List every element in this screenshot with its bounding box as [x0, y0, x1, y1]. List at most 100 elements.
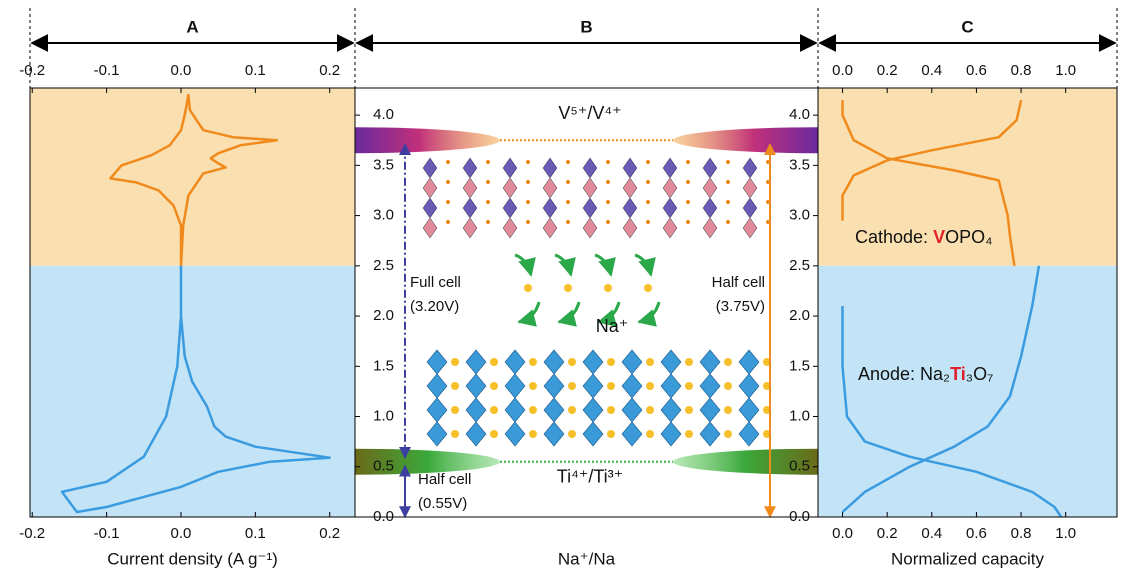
ion [524, 284, 532, 292]
x-tick-label: -0.2 [19, 525, 45, 542]
crystal-atom [566, 180, 570, 184]
anode-label-part: Ti [950, 364, 966, 384]
crystal-cathode [583, 178, 597, 198]
y-tick-label: 0.0 [373, 508, 394, 525]
crystal-atom [568, 358, 576, 366]
crystal-atom [490, 358, 498, 366]
crystal-atom [686, 200, 690, 204]
crystal-cathode [543, 198, 557, 218]
crystal-cathode [703, 198, 717, 218]
crystal-anode [466, 350, 486, 374]
ion [644, 284, 652, 292]
crystal-cathode [743, 178, 757, 198]
crystal-atom [724, 406, 732, 414]
x-tick-label: 0.0 [171, 525, 192, 542]
x-tick-label-top: 0.0 [171, 62, 192, 79]
crystal-cathode [543, 218, 557, 238]
crystal-atom [646, 200, 650, 204]
crystal-anode [544, 422, 564, 446]
crystal-atom [446, 220, 450, 224]
crystal-atom [646, 358, 654, 366]
crystal-cathode [623, 158, 637, 178]
crystal-atom [726, 200, 730, 204]
crystal-cathode [463, 198, 477, 218]
crystal-atom [529, 430, 537, 438]
crystal-atom [568, 406, 576, 414]
level-label: Ti⁴⁺/Ti³⁺ [557, 466, 623, 486]
crystal-atom [566, 200, 570, 204]
crystal-atom [451, 358, 459, 366]
crystal-anode [466, 422, 486, 446]
crystal-atom [490, 430, 498, 438]
crystal-atom [486, 160, 490, 164]
crystal-cathode [703, 218, 717, 238]
crystal-atom [451, 382, 459, 390]
y-tick-label: 2.5 [373, 257, 394, 274]
x-tick-label: 0.0 [832, 525, 853, 542]
crystal-anode [466, 374, 486, 398]
crystal-anode [700, 374, 720, 398]
y-tick-label: 1.5 [789, 357, 810, 374]
crystal-cathode [423, 198, 437, 218]
crystal-anode [583, 398, 603, 422]
crystal-cathode [663, 198, 677, 218]
crystal-atom [526, 180, 530, 184]
region [818, 266, 1117, 517]
x-tick-label-top: 0.8 [1011, 62, 1032, 79]
cathode-label-part: V [933, 227, 945, 247]
crystal-cathode [663, 158, 677, 178]
crystal-atom [607, 382, 615, 390]
y-tick-label: 1.5 [373, 357, 394, 374]
crystal-atom [568, 430, 576, 438]
x-tick-label-top: 0.2 [877, 62, 898, 79]
crystal-cathode [703, 158, 717, 178]
crystal-cathode [623, 198, 637, 218]
x-axis-label: Na⁺/Na [558, 549, 616, 568]
crystal-atom [606, 220, 610, 224]
x-tick-label-top: 1.0 [1055, 62, 1076, 79]
crystal-atom [446, 180, 450, 184]
crystal-atom [726, 160, 730, 164]
crystal-cathode [623, 218, 637, 238]
cathode-label-part: OPO₄ [945, 227, 992, 247]
crystal-atom [646, 160, 650, 164]
crystal-atom [607, 358, 615, 366]
full-cell-label: (3.20V) [410, 298, 459, 315]
ion-arrow [555, 255, 571, 275]
crystal-atom [606, 180, 610, 184]
crystal-cathode [583, 218, 597, 238]
crystal-cathode [503, 158, 517, 178]
crystal-atom [568, 382, 576, 390]
x-tick-label-top: 0.4 [921, 62, 942, 79]
y-tick-label: 0.5 [373, 458, 394, 475]
full-cell-label: Full cell [410, 274, 461, 291]
crystal-atom [529, 406, 537, 414]
crystal-atom [646, 406, 654, 414]
crystal-anode [622, 398, 642, 422]
x-tick-label-top: 0.0 [832, 62, 853, 79]
crystal-anode [739, 422, 759, 446]
y-tick-label: 4.0 [789, 106, 810, 123]
y-tick-label: 3.0 [789, 207, 810, 224]
crystal-anode [505, 398, 525, 422]
crystal-atom [646, 180, 650, 184]
ion-arrow [639, 302, 659, 322]
crystal-atom [486, 220, 490, 224]
crystal-cathode [743, 218, 757, 238]
crystal-atom [606, 160, 610, 164]
crystal-atom [726, 220, 730, 224]
anode-label: Anode: Na₂Ti₃O₇ [858, 364, 993, 384]
crystal-anode [739, 374, 759, 398]
crystal-cathode [543, 178, 557, 198]
crystal-atom [486, 180, 490, 184]
crystal-cathode [423, 218, 437, 238]
x-tick-label: 0.6 [966, 525, 987, 542]
crystal-cathode [423, 158, 437, 178]
crystal-anode [544, 398, 564, 422]
crystal-anode [583, 374, 603, 398]
crystal-atom [685, 382, 693, 390]
crystal-atom [724, 382, 732, 390]
ion-arrow [559, 302, 579, 322]
x-tick-label-top: 0.2 [319, 62, 340, 79]
